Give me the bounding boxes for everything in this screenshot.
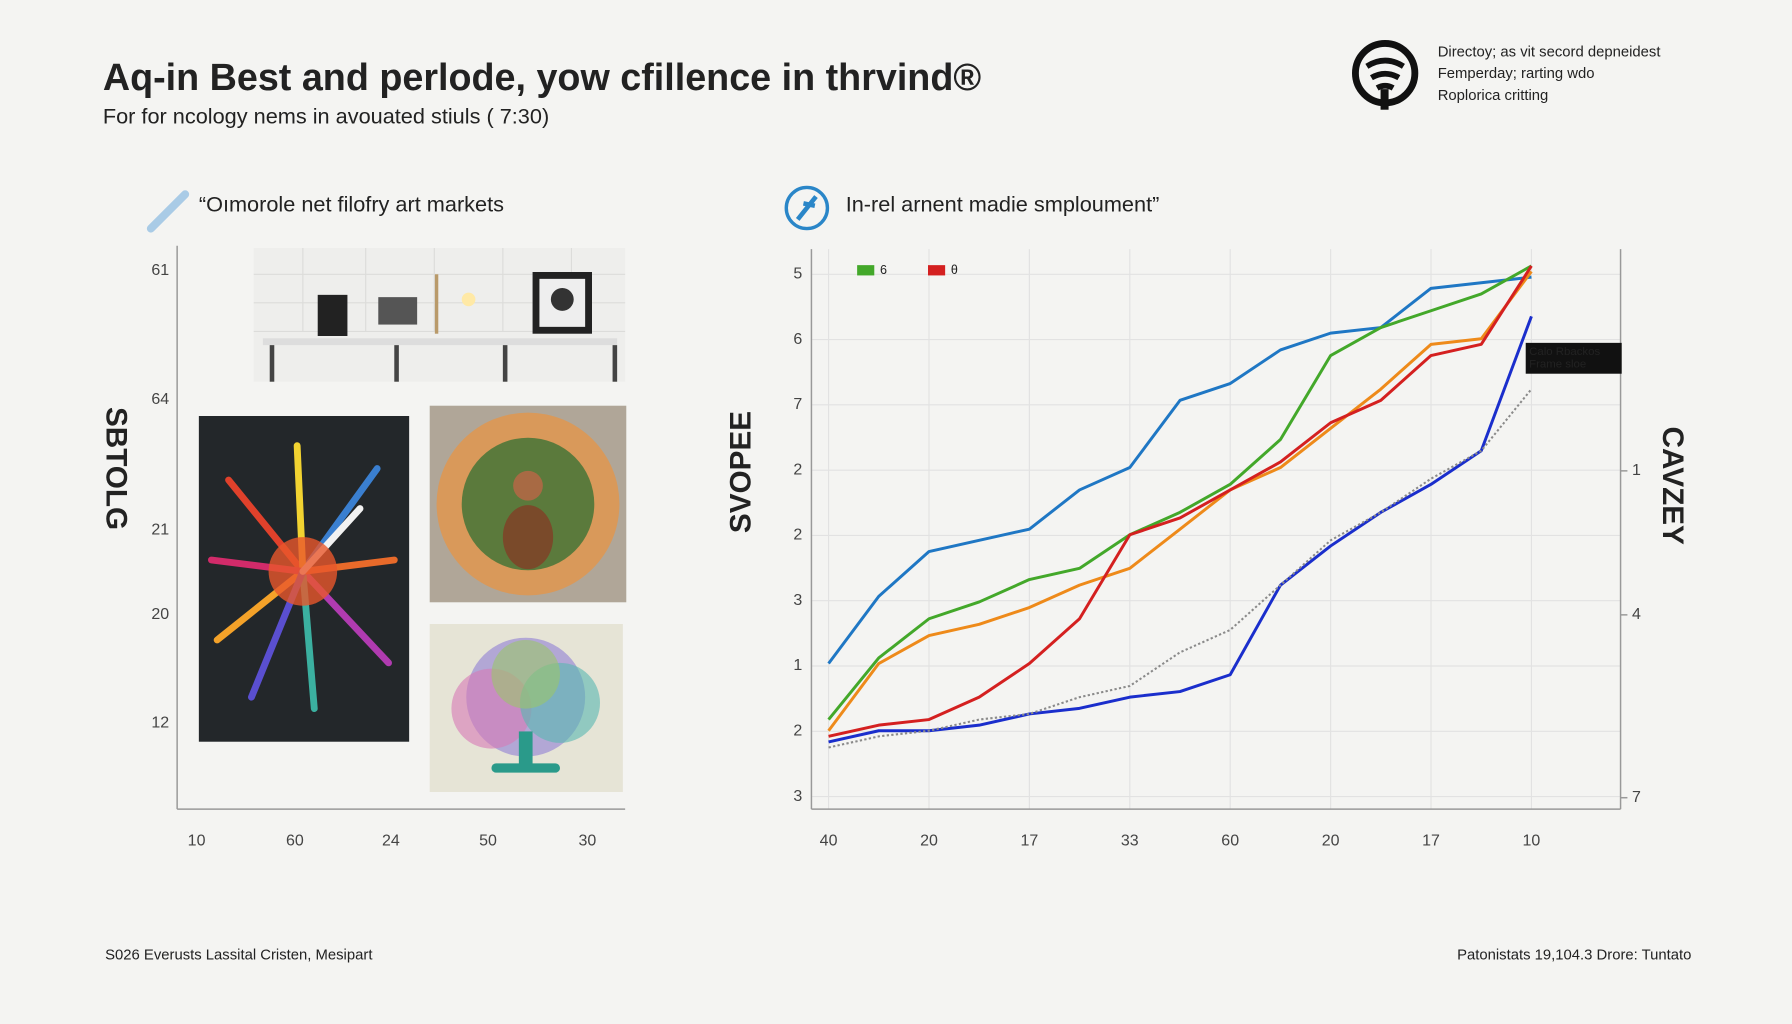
x-tick-label: 10 <box>1523 832 1541 849</box>
y-tick-label: 21 <box>151 522 169 539</box>
y2-tick-label: 7 <box>1632 789 1641 806</box>
x-tick-label: 20 <box>1322 832 1340 849</box>
brand-text: Directoy; as vit secord depneidest <box>1438 44 1662 60</box>
arrow-icon <box>146 190 190 233</box>
y-tick-label: 3 <box>793 592 802 609</box>
x-tick-label: 30 <box>579 832 597 849</box>
footer-text: S026 Everusts Lassital Cristen, Mesipart <box>105 947 373 963</box>
y-tick-label: 2 <box>793 461 802 478</box>
y2-tick-label: 1 <box>1632 462 1641 479</box>
legend-swatch <box>857 265 875 276</box>
x-tick-label: 17 <box>1422 832 1440 849</box>
panel-title: “Oımorole net filofry art markets <box>199 191 504 216</box>
chart-icon <box>784 185 830 231</box>
y-tick-label: 6 <box>793 331 802 348</box>
x-tick-label: 60 <box>1221 832 1239 849</box>
legend-label: θ <box>951 263 958 277</box>
y-tick-label: 7 <box>793 396 802 413</box>
series-line <box>827 275 1532 665</box>
x-tick-label: 60 <box>286 832 304 849</box>
y2-tick-label: 4 <box>1632 606 1641 623</box>
x-tick-label: 33 <box>1121 832 1139 849</box>
explosion-image <box>198 416 410 742</box>
x-tick-label: 40 <box>820 832 838 849</box>
series-line <box>827 264 1533 721</box>
annotation-text: Frame sloe <box>1529 359 1586 371</box>
x-tick-label: 20 <box>920 832 938 849</box>
brand-logo <box>1352 40 1419 110</box>
x-tick-label: 17 <box>1020 832 1038 849</box>
y-tick-label: 5 <box>793 266 802 283</box>
y-axis-label: SVOPEE <box>725 411 758 533</box>
legend-label: 6 <box>880 263 887 277</box>
series-line <box>828 265 1533 738</box>
y-tick-label: 64 <box>151 391 169 408</box>
annotation-text: Calo Rbackos <box>1529 346 1600 358</box>
y-axis-label: SBTOLG <box>99 407 132 530</box>
chart-title: In-rel arnent madie smploument” <box>846 191 1160 216</box>
tree-image <box>429 624 623 792</box>
series-line <box>827 270 1533 732</box>
y-tick-label: 2 <box>793 723 802 740</box>
x-tick-label: 50 <box>479 832 497 849</box>
y-tick-label: 61 <box>151 262 169 279</box>
y-tick-label: 3 <box>793 788 802 805</box>
subtitle: For for ncology nems in avouated stiuls … <box>103 103 549 128</box>
footer-text: Patonistats 19,104.3 Drore: Tuntato <box>1457 947 1691 963</box>
legend-swatch <box>928 265 946 276</box>
title: Aq-in Best and perlode, yow cfillence in… <box>103 56 982 98</box>
y2-axis-label: CAVZEY <box>1656 427 1689 545</box>
y-tick-label: 2 <box>793 527 802 544</box>
brand-text: Femperday; rarting wdo <box>1438 66 1595 82</box>
x-tick-label: 24 <box>382 832 400 849</box>
y-tick-label: 12 <box>151 715 169 732</box>
annotation-box <box>1525 342 1622 374</box>
brand-text: Roplorica critting <box>1438 88 1549 104</box>
series-line <box>828 315 1533 744</box>
desk-image <box>253 248 626 382</box>
y-tick-label: 1 <box>793 657 802 674</box>
portrait-image <box>429 405 627 603</box>
series-line <box>828 388 1533 749</box>
x-tick-label: 10 <box>188 832 206 849</box>
y-tick-label: 20 <box>151 606 169 623</box>
